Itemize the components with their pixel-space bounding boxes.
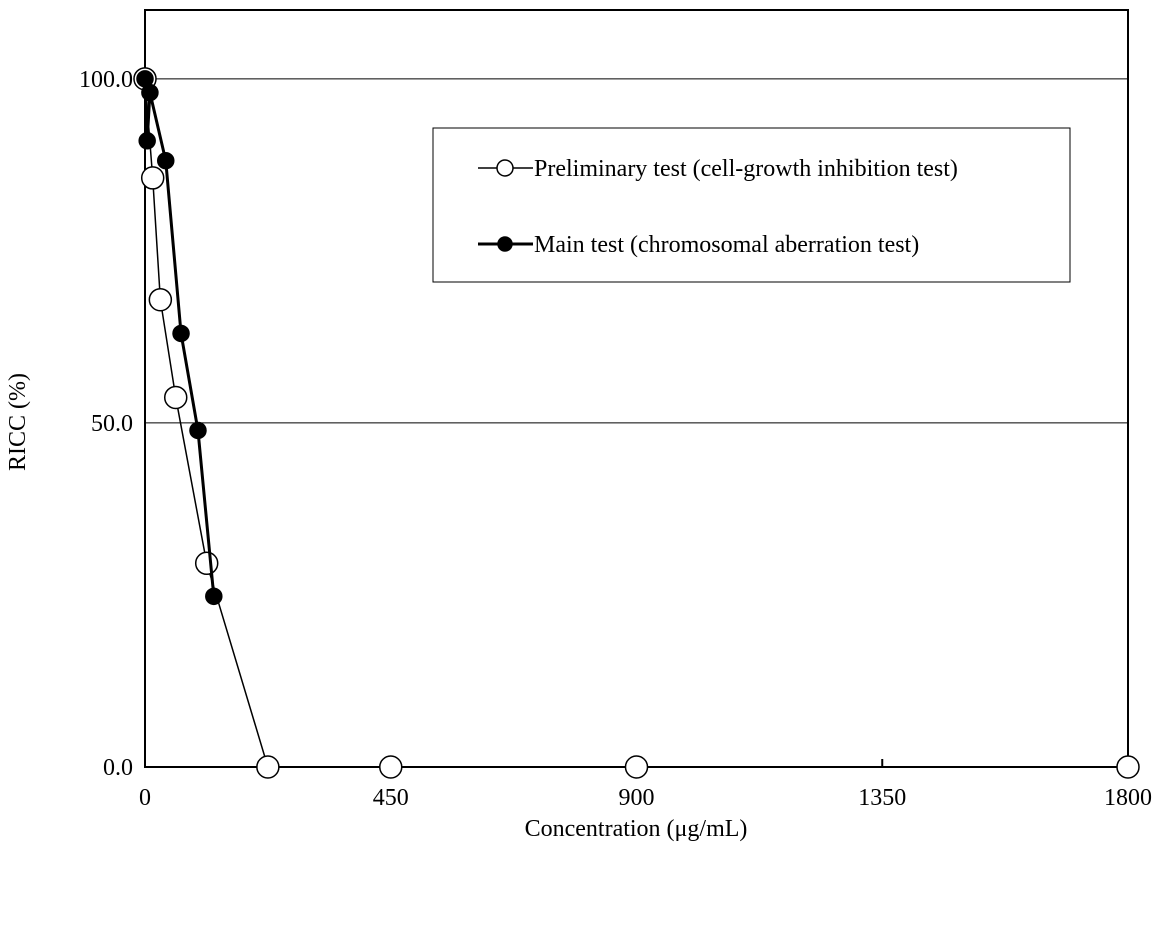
- y-tick-label: 0.0: [103, 755, 133, 781]
- data-point: [140, 166, 165, 190]
- data-point: [157, 151, 175, 170]
- x-tick-label: 0: [139, 785, 151, 811]
- data-point: [172, 324, 190, 343]
- legend-label: Preliminary test (cell-growth inhibition…: [534, 156, 958, 182]
- x-tick-label: 450: [373, 785, 409, 811]
- data-point: [163, 385, 188, 410]
- data-point: [138, 132, 156, 150]
- plot-frame: [144, 9, 1129, 768]
- data-point: [189, 421, 207, 440]
- x-tick-label: 1800: [1104, 785, 1152, 811]
- data-point: [194, 551, 219, 576]
- data-point: [1116, 755, 1140, 779]
- y-tick-label: 50.0: [91, 411, 133, 437]
- x-tick-label: 900: [619, 785, 655, 811]
- legend-box: [432, 127, 1071, 283]
- legend-marker: [497, 236, 513, 252]
- x-tick-label: 1350: [858, 785, 906, 811]
- data-point: [205, 587, 223, 606]
- data-point: [379, 755, 403, 779]
- data-point: [141, 83, 159, 102]
- data-point: [148, 287, 173, 312]
- legend-label: Main test (chromosomal aberration test): [534, 232, 919, 258]
- data-point: [624, 755, 649, 779]
- x-axis-title: Concentration (μg/mL): [525, 816, 748, 842]
- legend-marker: [496, 159, 514, 177]
- y-tick-label: 100.0: [79, 67, 133, 93]
- y-axis-title: RICC (%): [5, 373, 31, 471]
- data-point: [256, 755, 280, 779]
